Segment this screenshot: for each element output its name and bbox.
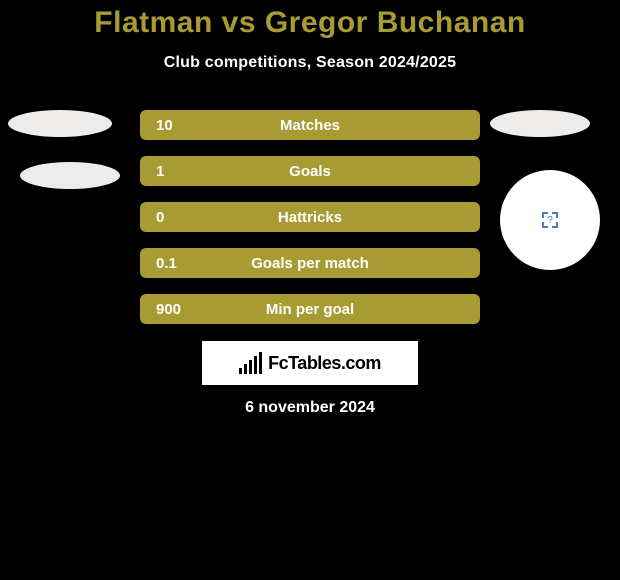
snapshot-date: 6 november 2024	[0, 399, 620, 417]
stat-row: 0Hattricks	[0, 202, 620, 248]
source-badge: FcTables.com	[202, 341, 418, 385]
stat-bar: 0Hattricks	[140, 202, 480, 232]
stat-row: 0.1Goals per match	[0, 248, 620, 294]
stat-row: 900Min per goal	[0, 294, 620, 340]
stat-bar: 1Goals	[140, 156, 480, 186]
stat-rows: 10Matches 1Goals 0Hattricks 0.1Goals per ma…	[0, 110, 620, 340]
stat-bar: 10Matches	[140, 110, 480, 140]
stat-label: Goals	[142, 163, 478, 180]
source-badge-text: FcTables.com	[268, 353, 381, 374]
page-subtitle: Club competitions, Season 2024/2025	[0, 54, 620, 72]
comparison-content: ? 10Matches1Goals0Hattricks0.1Goals per …	[0, 110, 620, 340]
stat-bar: 0.1Goals per match	[140, 248, 480, 278]
stat-label: Goals per match	[142, 255, 478, 272]
fctables-logo-icon	[239, 352, 262, 374]
stat-label: Hattricks	[142, 209, 478, 226]
stat-label: Matches	[142, 117, 478, 134]
stat-row: 10Matches	[0, 110, 620, 156]
page-title: Flatman vs Gregor Buchanan	[0, 0, 620, 40]
stat-bar: 900Min per goal	[140, 294, 480, 324]
stat-row: 1Goals	[0, 156, 620, 202]
stat-label: Min per goal	[142, 301, 478, 318]
